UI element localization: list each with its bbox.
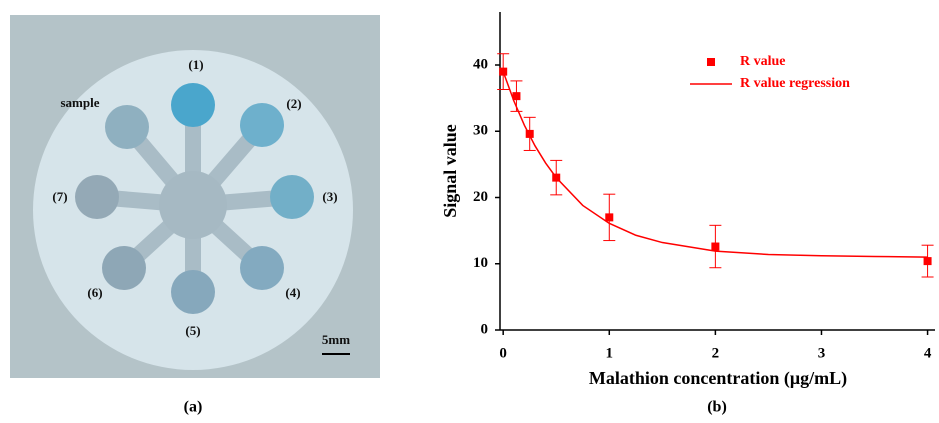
well-label: (5) (185, 323, 200, 338)
well-label: (4) (285, 285, 300, 300)
point (525, 129, 534, 138)
x-tick-label: 0 (499, 345, 507, 361)
well (270, 175, 314, 219)
caption: (b) (707, 399, 727, 416)
well (75, 175, 119, 219)
photo: (1) (2) (3) (4) (5) (6) (7) sample 5mm (… (10, 15, 380, 416)
legend-marker (707, 58, 715, 66)
well (102, 246, 146, 290)
scale-label: 5mm (322, 332, 350, 347)
well-label: (3) (322, 189, 337, 204)
well-label: (2) (286, 96, 301, 111)
hub (159, 171, 227, 239)
x-tick-label: 2 (712, 345, 720, 361)
y-tick-label: 30 (473, 123, 488, 139)
x-tick-label: 3 (818, 345, 826, 361)
y-tick-label: 40 (473, 56, 488, 72)
point (512, 92, 521, 101)
well (105, 105, 149, 149)
y-axis-title: Signal value (440, 124, 460, 218)
well-label: (6) (87, 285, 102, 300)
legend-label: R value (740, 54, 786, 69)
point (605, 213, 614, 222)
well-label: (7) (52, 189, 67, 204)
x-axis-title: Malathion concentration (μg/mL) (589, 368, 847, 389)
point (711, 242, 720, 251)
y-tick-label: 0 (481, 321, 489, 337)
caption: (a) (184, 399, 203, 416)
y-tick-label: 20 (473, 189, 488, 205)
regression-line (502, 71, 928, 258)
well (240, 103, 284, 147)
well-label: (1) (188, 57, 203, 72)
sample-label: sample (61, 95, 100, 110)
point (923, 257, 932, 266)
well (171, 83, 215, 127)
well (240, 246, 284, 290)
legend-label: R value regression (740, 76, 850, 91)
x-tick-label: 4 (924, 345, 932, 361)
x-tick-label: 1 (606, 345, 614, 361)
well (171, 270, 215, 314)
y-tick-label: 10 (473, 255, 488, 271)
